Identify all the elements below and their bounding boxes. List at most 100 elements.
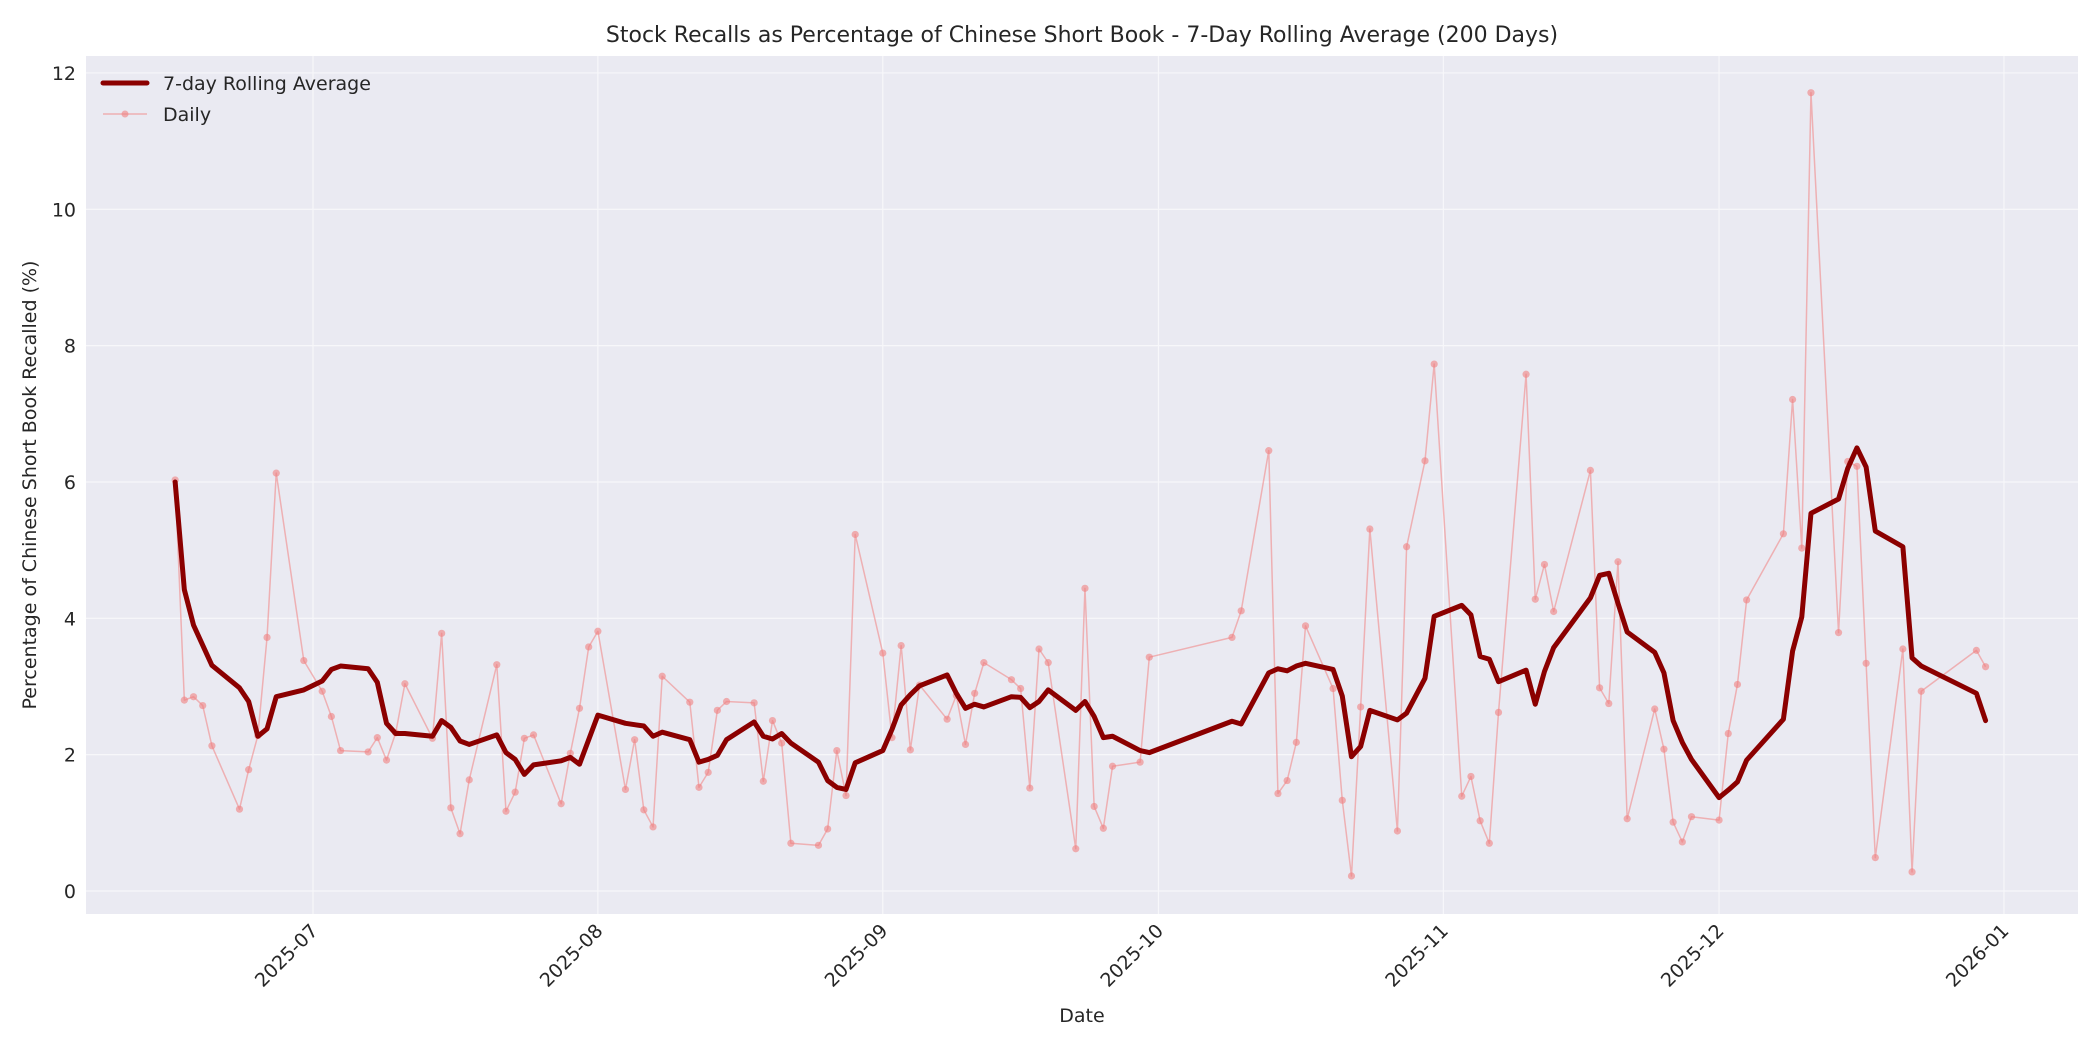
- daily-marker: [1265, 447, 1273, 455]
- legend-rolling-label: 7-day Rolling Average: [163, 73, 371, 95]
- daily-marker: [631, 736, 639, 744]
- y-tick-label: 10: [52, 199, 76, 221]
- daily-marker: [401, 680, 409, 688]
- daily-marker: [180, 696, 188, 704]
- daily-marker: [1871, 853, 1879, 862]
- daily-marker: [1329, 684, 1337, 693]
- daily-marker: [1007, 676, 1016, 684]
- daily-marker: [1715, 816, 1723, 824]
- gridlines: [86, 56, 2078, 914]
- daily-marker: [318, 687, 326, 695]
- daily-marker: [1899, 645, 1907, 653]
- daily-marker: [300, 656, 308, 665]
- daily-marker: [1660, 745, 1668, 753]
- daily-marker: [1807, 89, 1815, 97]
- y-tick-label: 12: [52, 63, 76, 85]
- daily-marker: [364, 748, 372, 756]
- daily-marker: [1366, 525, 1374, 533]
- daily-marker: [1072, 845, 1080, 853]
- y-axis-label: Percentage of Chinese Short Book Recalle…: [19, 261, 41, 710]
- daily-marker: [1550, 607, 1558, 616]
- daily-marker: [1522, 370, 1530, 378]
- daily-marker: [594, 627, 602, 635]
- daily-marker: [373, 734, 381, 742]
- daily-marker: [704, 768, 712, 776]
- daily-marker: [1421, 457, 1429, 465]
- daily-marker: [1981, 663, 1990, 671]
- daily-marker: [1678, 838, 1686, 846]
- daily-marker: [768, 716, 777, 725]
- daily-marker: [1917, 687, 1925, 695]
- daily-marker: [1724, 729, 1732, 738]
- rolling-line: [172, 445, 1989, 801]
- daily-marker: [235, 805, 244, 813]
- daily-marker: [511, 788, 519, 796]
- daily-marker: [842, 791, 850, 800]
- daily-marker: [906, 746, 914, 754]
- daily-marker: [1605, 699, 1613, 708]
- daily-marker: [1540, 560, 1549, 569]
- daily-marker: [824, 825, 832, 833]
- daily-marker: [1145, 653, 1153, 661]
- daily-marker: [1834, 629, 1843, 637]
- daily-marker: [971, 689, 979, 697]
- daily-marker: [695, 783, 703, 791]
- daily-marker: [686, 698, 694, 706]
- daily-marker: [1081, 584, 1089, 592]
- plot-area: [86, 56, 2078, 914]
- daily-marker: [327, 712, 335, 721]
- daily-marker: [851, 530, 859, 539]
- y-axis-ticks: 0 2 4 6 8 10 12: [52, 63, 76, 903]
- daily-marker: [833, 746, 841, 755]
- x-axis-label: Date: [1059, 1005, 1104, 1027]
- daily-marker: [557, 800, 565, 808]
- daily-marker: [750, 699, 758, 707]
- daily-marker: [1779, 530, 1787, 538]
- daily-marker: [1788, 395, 1797, 404]
- legend: 7-day Rolling Average Daily: [100, 73, 371, 126]
- daily-marker: [245, 766, 253, 774]
- daily-marker: [1228, 633, 1236, 642]
- daily-marker: [1623, 815, 1631, 823]
- daily-marker: [1237, 607, 1245, 615]
- daily-marker: [447, 804, 455, 812]
- daily-marker: [1798, 544, 1806, 552]
- daily-marker: [1596, 684, 1604, 692]
- daily-marker: [1853, 462, 1861, 470]
- daily-marker: [787, 839, 795, 847]
- daily-marker: [980, 659, 988, 667]
- daily-marker: [493, 661, 501, 669]
- daily-marker: [1136, 758, 1144, 766]
- daily-marker: [778, 739, 786, 747]
- daily-marker: [1393, 827, 1402, 835]
- chart-title: Stock Recalls as Percentage of Chinese S…: [606, 23, 1558, 48]
- daily-marker: [897, 641, 905, 650]
- daily-marker: [1099, 824, 1107, 832]
- daily-marker: [520, 734, 528, 742]
- daily-marker: [1090, 802, 1098, 811]
- daily-marker: [438, 629, 446, 637]
- daily-marker: [502, 807, 510, 815]
- daily-marker: [272, 469, 280, 477]
- daily-marker: [640, 806, 648, 814]
- daily-marker: [879, 649, 887, 657]
- daily-marker: [1614, 558, 1622, 566]
- y-tick-label: 0: [64, 881, 76, 903]
- daily-marker: [1485, 839, 1493, 847]
- daily-marker: [1347, 872, 1356, 880]
- daily-marker: [1403, 543, 1411, 551]
- daily-marker: [1467, 772, 1475, 781]
- daily-marker: [649, 823, 657, 831]
- daily-marker: [585, 643, 593, 651]
- daily-marker: [1972, 646, 1980, 654]
- daily-marker: [658, 672, 666, 680]
- daily-marker: [189, 693, 198, 701]
- daily-marker: [1035, 645, 1043, 653]
- daily-marker: [1687, 813, 1696, 821]
- daily-marker: [814, 841, 823, 849]
- y-tick-label: 8: [64, 336, 76, 358]
- daily-marker: [1586, 466, 1595, 474]
- daily-marker: [1017, 684, 1025, 693]
- daily-marker: [722, 697, 731, 706]
